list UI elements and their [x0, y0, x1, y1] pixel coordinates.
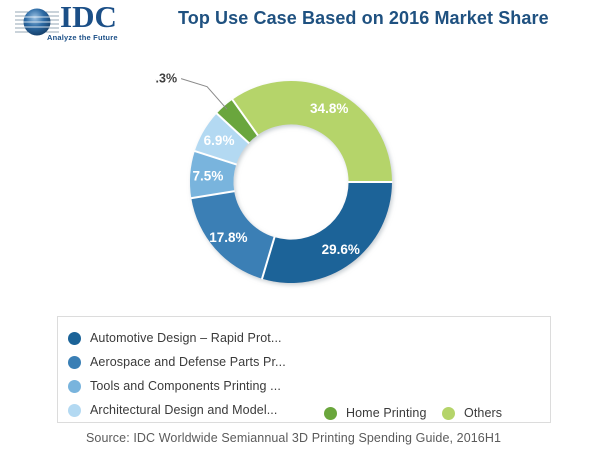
legend-item-label: Others: [464, 406, 503, 420]
legend-swatch-home-printing: [324, 406, 337, 420]
legend-item[interactable]: Home Printing: [324, 401, 427, 425]
legend-swatch-tools: [68, 379, 81, 393]
donut-callout: 3.3%: [155, 72, 228, 110]
legend-item[interactable]: Automotive Design – Rapid Prot...: [68, 326, 286, 350]
legend-item[interactable]: Aerospace and Defense Parts Pr...: [68, 350, 286, 374]
donut-slices: [190, 81, 392, 283]
chart-legend: Automotive Design – Rapid Prot... Aerospa…: [57, 316, 551, 423]
idc-logo: IDC Analyze the Future: [8, 0, 140, 46]
legend-column-right-2: Others: [442, 401, 502, 425]
donut-slice: [262, 182, 392, 283]
donut-chart: 29.6% 17.8% 7.5% 6.9% 34.8% 3.3%: [155, 62, 435, 307]
donut-slice-dividers: [190, 98, 393, 280]
donut-slice: [190, 151, 237, 199]
donut-slice: [191, 191, 275, 279]
slide-header: IDC Analyze the Future Top Use Case Base…: [0, 0, 600, 52]
slice-value-label: 29.6%: [322, 242, 360, 257]
slice-value-label: 7.5%: [193, 169, 224, 184]
legend-item-label: Aerospace and Defense Parts Pr...: [90, 355, 286, 369]
donut-slice: [232, 81, 392, 182]
page-title: Top Use Case Based on 2016 Market Share: [178, 8, 549, 28]
slice-value-label: 34.8%: [310, 101, 348, 116]
slice-divider: [194, 149, 237, 166]
legend-item-label: Automotive Design – Rapid Prot...: [90, 331, 282, 345]
donut-slice-labels: 29.6% 17.8% 7.5% 6.9% 34.8%: [193, 101, 360, 257]
legend-column-right-1: Home Printing: [324, 401, 427, 425]
donut-slice: [216, 99, 258, 143]
legend-item[interactable]: Architectural Design and Model...: [68, 398, 286, 422]
logo-tagline: Analyze the Future: [47, 33, 118, 42]
callout-leader-line: [180, 78, 228, 110]
slice-divider: [190, 190, 235, 200]
logo-wordmark: IDC: [60, 0, 117, 34]
legend-column-left: Automotive Design – Rapid Prot... Aerospa…: [68, 326, 286, 422]
slice-divider: [215, 112, 250, 145]
legend-swatch-architectural: [68, 403, 81, 417]
legend-swatch-automotive: [68, 331, 81, 345]
slice-divider: [231, 98, 259, 137]
donut-chart-svg: 29.6% 17.8% 7.5% 6.9% 34.8% 3.3%: [155, 72, 393, 283]
callout-value-label: 3.3%: [155, 72, 177, 86]
legend-item-label: Architectural Design and Model...: [90, 403, 278, 417]
slice-divider: [260, 236, 276, 280]
legend-item[interactable]: Others: [442, 401, 502, 425]
legend-item[interactable]: Tools and Components Printing ...: [68, 374, 286, 398]
donut-slice: [194, 113, 249, 165]
legend-item-label: Home Printing: [346, 406, 427, 420]
slice-value-label: 17.8%: [209, 230, 247, 245]
source-note: Source: IDC Worldwide Semiannual 3D Prin…: [86, 431, 502, 445]
globe-logo-icon: [15, 8, 59, 36]
slice-value-label: 6.9%: [204, 133, 235, 148]
legend-swatch-aerospace: [68, 355, 81, 369]
legend-swatch-others: [442, 406, 455, 420]
legend-item-label: Tools and Components Printing ...: [90, 379, 281, 393]
